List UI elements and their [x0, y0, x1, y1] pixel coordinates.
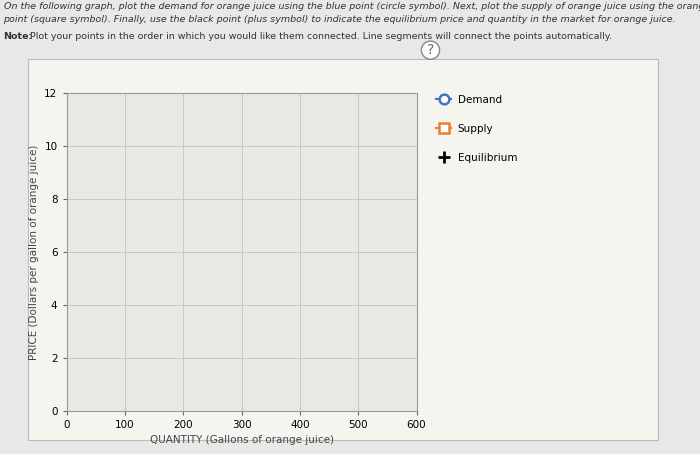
X-axis label: QUANTITY (Gallons of orange juice): QUANTITY (Gallons of orange juice) [150, 435, 333, 445]
Text: point (square symbol). Finally, use the black point (plus symbol) to indicate th: point (square symbol). Finally, use the … [4, 15, 676, 24]
Legend: Demand, Supply, Equilibrium: Demand, Supply, Equilibrium [435, 95, 517, 163]
Y-axis label: PRICE (Dollars per gallon of orange juice): PRICE (Dollars per gallon of orange juic… [29, 144, 38, 360]
Text: Plot your points in the order in which you would like them connected. Line segme: Plot your points in the order in which y… [27, 32, 612, 41]
Text: On the following graph, plot the demand for orange juice using the blue point (c: On the following graph, plot the demand … [4, 2, 700, 11]
Text: ?: ? [427, 43, 434, 57]
Text: Note:: Note: [4, 32, 33, 41]
